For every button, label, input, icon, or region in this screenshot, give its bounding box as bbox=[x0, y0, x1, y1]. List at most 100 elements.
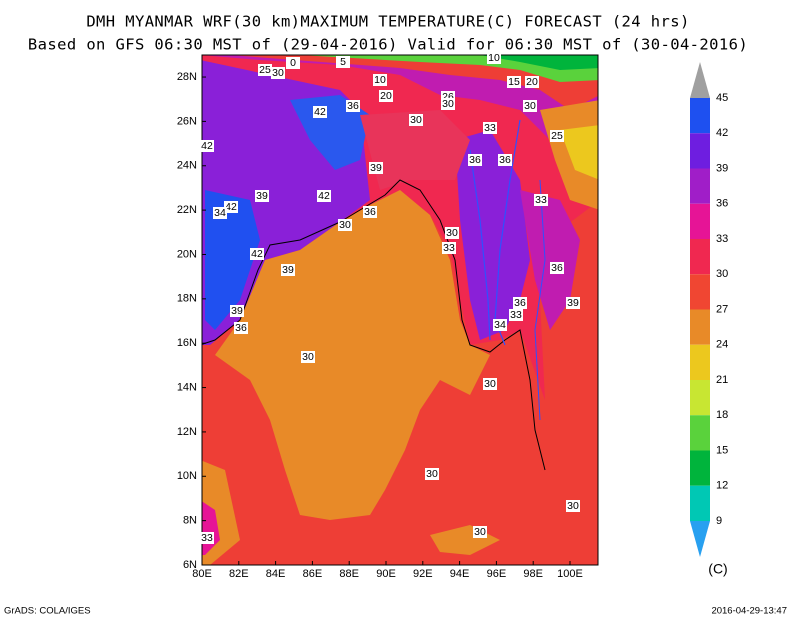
temperature-area bbox=[360, 110, 470, 190]
contour-label-text: 33 bbox=[484, 122, 496, 134]
contour-label: 34 bbox=[213, 207, 227, 219]
title: DMH MYANMAR WRF(30 km)MAXIMUM TEMPERATUR… bbox=[86, 13, 689, 31]
contour-label: 15 bbox=[507, 76, 521, 88]
contour-label: 39 bbox=[369, 162, 383, 174]
contour-label: 30 bbox=[445, 227, 459, 239]
contour-label-text: 30 bbox=[442, 98, 454, 110]
contour-label-text: 33 bbox=[443, 242, 455, 254]
lon-label: 94E bbox=[450, 568, 470, 580]
coastline bbox=[202, 179, 546, 471]
contour-label-text: 5 bbox=[340, 56, 346, 68]
map bbox=[202, 55, 598, 565]
colorbar-label: 24 bbox=[716, 339, 728, 351]
lat-label: 24N bbox=[177, 160, 197, 172]
contour-label-text: 20 bbox=[380, 90, 392, 102]
lon-label: 86E bbox=[303, 568, 323, 580]
contour-label-text: 30 bbox=[484, 378, 496, 390]
contour-label-text: 39 bbox=[231, 305, 243, 317]
contour-label: 30 bbox=[425, 468, 439, 480]
contour-label-text: 42 bbox=[225, 201, 237, 213]
contour-label: 39 bbox=[255, 190, 269, 202]
contour-label-text: 39 bbox=[567, 297, 579, 309]
colorbar-segment bbox=[690, 415, 710, 451]
contour-label-text: 25 bbox=[551, 130, 563, 142]
contour-label-text: 36 bbox=[551, 262, 563, 274]
colorbar-label: 27 bbox=[716, 303, 728, 315]
contour-label-text: 33 bbox=[201, 532, 213, 544]
contour-label: 30 bbox=[338, 219, 352, 231]
contour-label: 36 bbox=[498, 154, 512, 166]
contour-label: 33 bbox=[483, 122, 497, 134]
contour-label-text: 33 bbox=[510, 309, 522, 321]
contour-label: 36 bbox=[468, 154, 482, 166]
temperature-area bbox=[230, 55, 598, 110]
contour-label-text: 26 bbox=[442, 91, 454, 103]
colorbar-triangle bbox=[690, 62, 710, 98]
temperature-area bbox=[560, 125, 598, 180]
colorbar-segment bbox=[690, 239, 710, 275]
colorbar-segment bbox=[690, 274, 710, 310]
contour-label: 10 bbox=[373, 74, 387, 86]
contour-label-text: 10 bbox=[488, 52, 500, 64]
contour-label: 10 bbox=[487, 52, 501, 64]
lon-label: 82E bbox=[229, 568, 249, 580]
temperature-area bbox=[480, 55, 598, 70]
colorbar-label: 15 bbox=[716, 444, 728, 456]
contour-label: 33 bbox=[509, 309, 523, 321]
lat-label: 28N bbox=[177, 71, 197, 83]
lat-label: 8N bbox=[183, 515, 197, 527]
contour-label: 5 bbox=[336, 56, 350, 68]
contour-label-text: 39 bbox=[256, 190, 268, 202]
contour-label: 0 bbox=[286, 57, 300, 69]
colorbar-segment bbox=[690, 344, 710, 380]
colorbar-label: 21 bbox=[716, 374, 728, 386]
contour-label-text: 30 bbox=[302, 351, 314, 363]
lon-label: 84E bbox=[266, 568, 286, 580]
lon-label: 96E bbox=[487, 568, 507, 580]
colorbar-label: 36 bbox=[716, 198, 728, 210]
lat-label: 6N bbox=[183, 559, 197, 571]
temperature-area bbox=[520, 190, 580, 330]
contour-label: 30 bbox=[566, 500, 580, 512]
colorbar-segment bbox=[690, 485, 710, 521]
contour-label: 25 bbox=[258, 64, 272, 76]
river bbox=[469, 149, 491, 341]
contour-label-text: 42 bbox=[251, 248, 263, 260]
lon-label: 88E bbox=[339, 568, 359, 580]
contour-label-text: 42 bbox=[201, 140, 213, 152]
contour-label: 30 bbox=[271, 67, 285, 79]
colorbar-label: 18 bbox=[716, 409, 728, 421]
colorbar-label: 42 bbox=[716, 127, 728, 139]
footer-right: 2016-04-29-13:47 bbox=[711, 606, 787, 617]
lat-label: 12N bbox=[177, 426, 197, 438]
contour-label-text: 39 bbox=[370, 162, 382, 174]
colorbar-label: 33 bbox=[716, 233, 728, 245]
contour-label-text: 36 bbox=[364, 206, 376, 218]
contour-label: 39 bbox=[281, 264, 295, 276]
contour-label: 36 bbox=[513, 297, 527, 309]
colorbar-label: 30 bbox=[716, 268, 728, 280]
contour-label: 30 bbox=[523, 100, 537, 112]
contour-label: 42 bbox=[200, 140, 214, 152]
contour-label-text: 34 bbox=[494, 319, 506, 331]
lon-label: 98E bbox=[523, 568, 543, 580]
contour-label: 20 bbox=[525, 76, 539, 88]
lon-label: 92E bbox=[413, 568, 433, 580]
colorbar-segment bbox=[690, 450, 710, 486]
contour-label-text: 20 bbox=[526, 76, 538, 88]
contour-label-text: 30 bbox=[446, 227, 458, 239]
contour-label-text: 30 bbox=[410, 114, 422, 126]
contour-label: 20 bbox=[379, 90, 393, 102]
contour-label-text: 30 bbox=[567, 500, 579, 512]
lat-label: 22N bbox=[177, 204, 197, 216]
contour-label: 36 bbox=[234, 322, 248, 334]
map-frame bbox=[201, 54, 599, 566]
contour-label-text: 33 bbox=[535, 194, 547, 206]
contour-label: 30 bbox=[409, 114, 423, 126]
contour-label-text: 36 bbox=[235, 322, 247, 334]
lon-label: 90E bbox=[376, 568, 396, 580]
contour-labels: 5 0 25 30 10 10 15 20 20 26 30 36 42 30 … bbox=[200, 52, 580, 544]
colorbar-label: 12 bbox=[716, 480, 728, 492]
contour-label-text: 36 bbox=[347, 100, 359, 112]
